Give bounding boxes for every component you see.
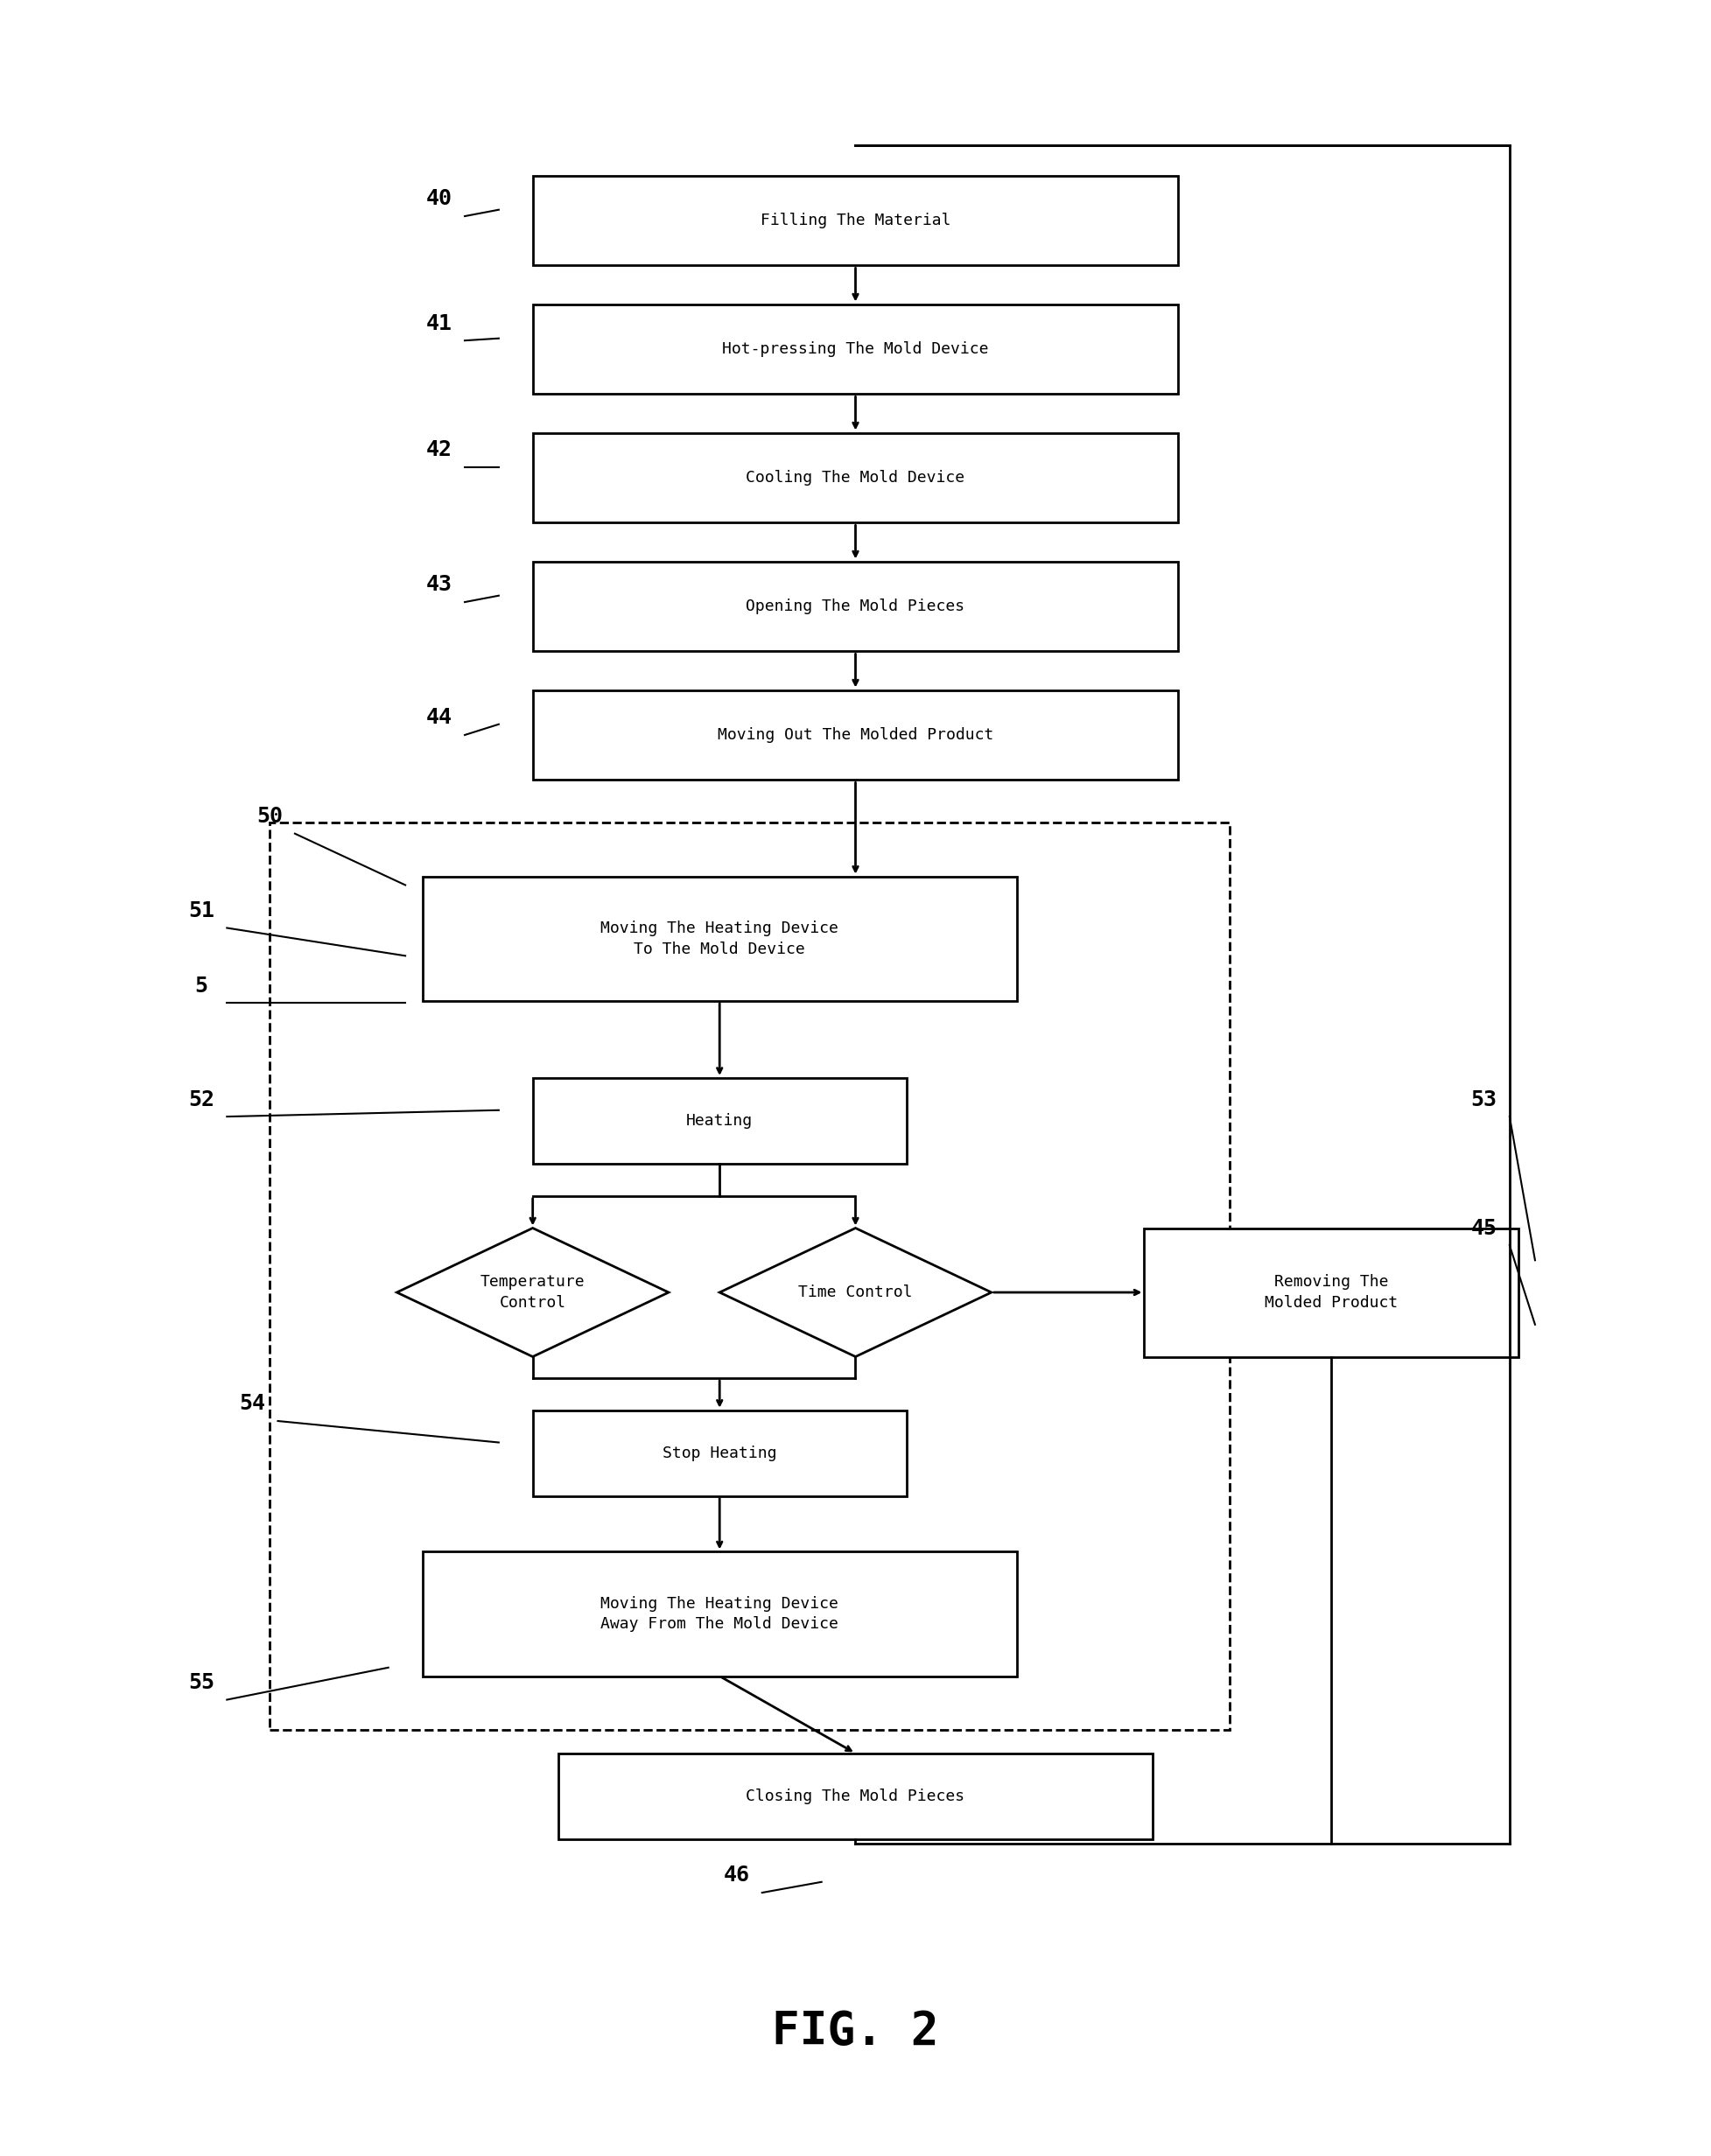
Text: 54: 54 [240, 1393, 265, 1414]
FancyBboxPatch shape [558, 1753, 1153, 1839]
Text: 55: 55 [188, 1673, 214, 1692]
Text: 46: 46 [724, 1865, 749, 1886]
FancyBboxPatch shape [532, 1078, 907, 1164]
Text: Removing The
Molded Product: Removing The Molded Product [1264, 1274, 1398, 1311]
Text: 44: 44 [426, 707, 452, 729]
FancyBboxPatch shape [423, 877, 1016, 1000]
Text: Closing The Mold Pieces: Closing The Mold Pieces [746, 1787, 965, 1805]
Text: Temperature
Control: Temperature Control [481, 1274, 585, 1311]
Text: Time Control: Time Control [799, 1285, 912, 1300]
FancyBboxPatch shape [532, 690, 1179, 780]
Text: 42: 42 [426, 440, 452, 461]
Text: Hot-pressing The Mold Device: Hot-pressing The Mold Device [722, 341, 989, 358]
Text: 50: 50 [257, 806, 282, 828]
Text: Moving The Heating Device
Away From The Mold Device: Moving The Heating Device Away From The … [601, 1595, 838, 1632]
FancyBboxPatch shape [423, 1552, 1016, 1675]
Text: 40: 40 [426, 188, 452, 209]
Polygon shape [720, 1229, 991, 1356]
Bar [269, 824, 1228, 1729]
FancyBboxPatch shape [532, 175, 1179, 265]
FancyBboxPatch shape [532, 433, 1179, 522]
Text: Stop Heating: Stop Heating [662, 1445, 777, 1462]
Text: Opening The Mold Pieces: Opening The Mold Pieces [746, 599, 965, 614]
Text: 43: 43 [426, 573, 452, 595]
Text: Moving Out The Molded Product: Moving Out The Molded Product [717, 727, 994, 744]
Text: 52: 52 [188, 1089, 214, 1110]
Text: Moving The Heating Device
To The Mold Device: Moving The Heating Device To The Mold De… [601, 921, 838, 957]
Text: Cooling The Mold Device: Cooling The Mold Device [746, 470, 965, 485]
Text: Filling The Material: Filling The Material [760, 213, 951, 229]
Text: 41: 41 [426, 313, 452, 334]
Polygon shape [397, 1229, 669, 1356]
Text: 53: 53 [1471, 1089, 1497, 1110]
FancyBboxPatch shape [532, 561, 1179, 651]
Text: FIG. 2: FIG. 2 [772, 2009, 939, 2055]
FancyBboxPatch shape [532, 304, 1179, 395]
FancyBboxPatch shape [532, 1410, 907, 1496]
Text: 51: 51 [188, 901, 214, 921]
Text: 5: 5 [195, 975, 209, 996]
Text: 45: 45 [1471, 1218, 1497, 1238]
Text: Heating: Heating [686, 1112, 753, 1130]
FancyBboxPatch shape [1145, 1229, 1518, 1356]
